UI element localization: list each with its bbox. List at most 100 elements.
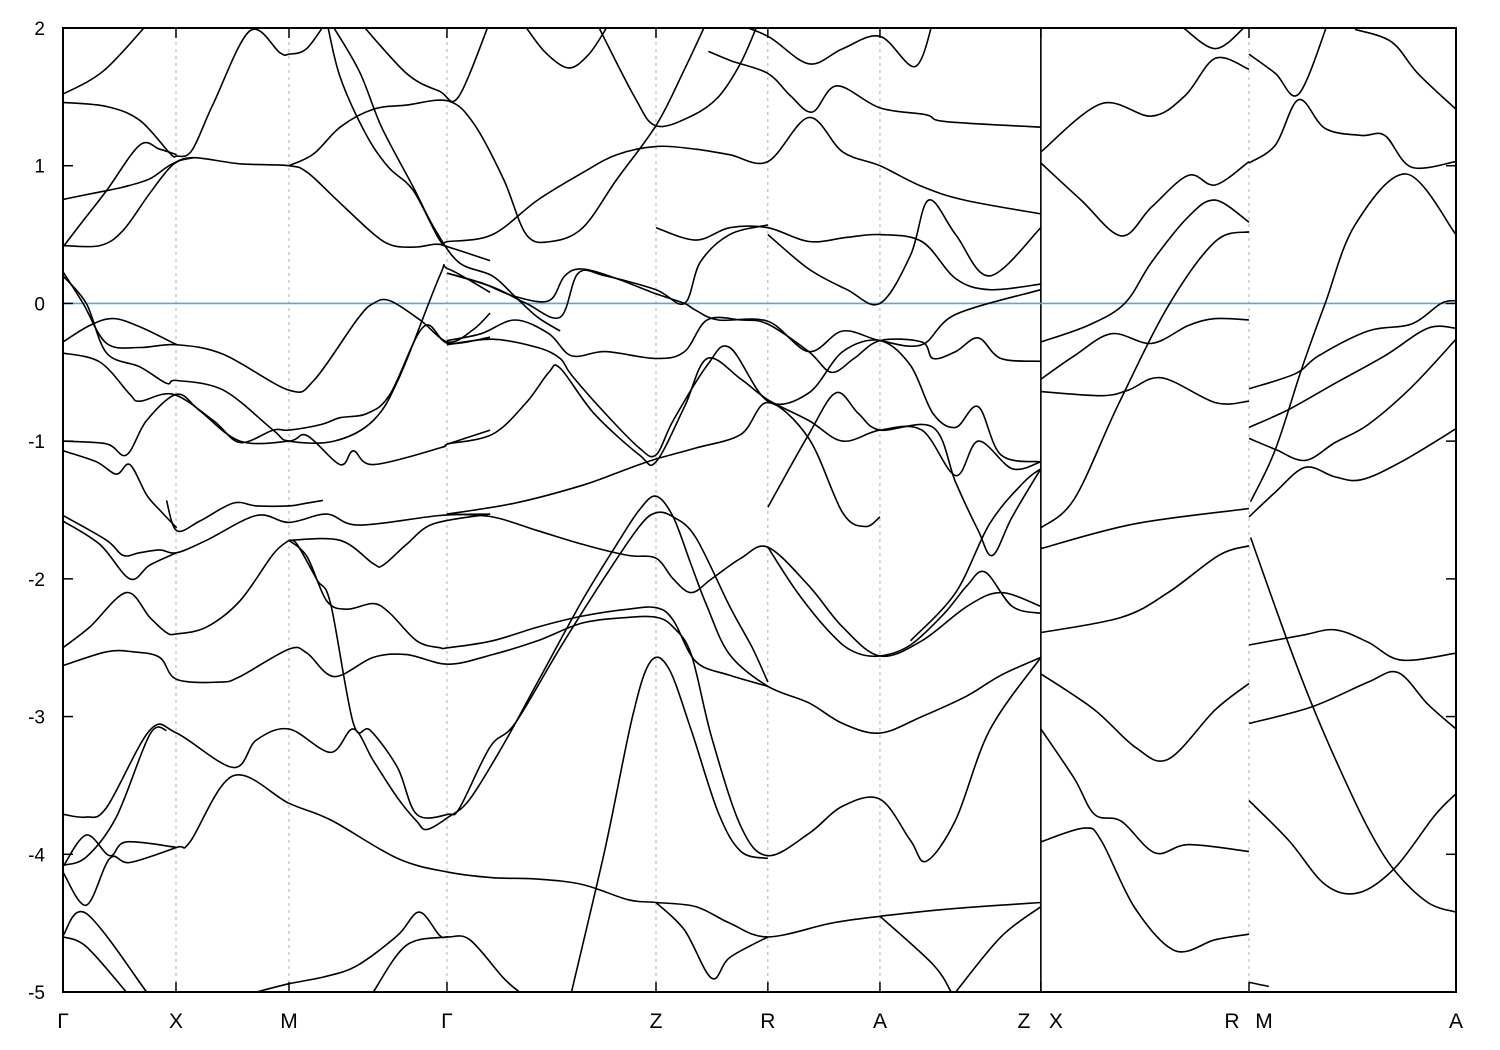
band-27 bbox=[63, 910, 148, 992]
band-16 bbox=[63, 520, 178, 581]
band-70 bbox=[1248, 428, 1456, 518]
band-48 bbox=[525, 28, 608, 69]
band-53 bbox=[1040, 160, 1250, 237]
kpoint-label: Z bbox=[1017, 1010, 1030, 1033]
band-31 bbox=[570, 656, 769, 992]
band-65 bbox=[1354, 28, 1456, 110]
band-24 bbox=[63, 726, 167, 867]
band-47 bbox=[598, 28, 758, 128]
axes-frame bbox=[62, 27, 1457, 993]
kpoint-gridlines bbox=[175, 28, 1250, 992]
band-34 bbox=[955, 905, 1042, 992]
band-73 bbox=[1248, 670, 1456, 730]
band-0 bbox=[63, 28, 145, 95]
band-44 bbox=[446, 224, 769, 320]
band-40 bbox=[446, 356, 1042, 477]
band-68 bbox=[1248, 325, 1456, 429]
band-61 bbox=[1040, 728, 1250, 855]
band-71 bbox=[1249, 537, 1456, 913]
band-57 bbox=[1040, 231, 1250, 529]
band-69 bbox=[1248, 338, 1456, 462]
band-36 bbox=[767, 546, 1042, 658]
band-11 bbox=[63, 317, 178, 346]
band-75 bbox=[1248, 981, 1270, 988]
band-9 bbox=[63, 271, 491, 393]
band-28 bbox=[63, 936, 127, 992]
band-5 bbox=[288, 28, 705, 244]
band-18 bbox=[288, 513, 491, 568]
band-38 bbox=[446, 401, 881, 528]
kpoint-label: Γ bbox=[441, 1010, 453, 1033]
band-56 bbox=[1040, 376, 1250, 405]
band-2 bbox=[63, 156, 491, 262]
band-26 bbox=[63, 834, 177, 868]
kpoint-label: M bbox=[1255, 1010, 1273, 1033]
y-tick-label: 2 bbox=[34, 19, 45, 40]
band-49 bbox=[708, 50, 1041, 128]
y-tick-label: -1 bbox=[28, 432, 45, 453]
band-23 bbox=[63, 495, 1042, 831]
band-1 bbox=[63, 28, 324, 158]
band-21 bbox=[63, 615, 1042, 863]
y-tick-label: 0 bbox=[34, 294, 45, 315]
kpoint-label: X bbox=[169, 1010, 183, 1033]
band-10 bbox=[63, 263, 491, 444]
band-37 bbox=[909, 468, 1042, 642]
y-tick-label: 1 bbox=[34, 157, 45, 178]
bands bbox=[63, 28, 1456, 992]
band-51 bbox=[1040, 56, 1250, 153]
y-tick-label: -2 bbox=[28, 570, 45, 591]
band-66 bbox=[1248, 299, 1456, 390]
band-14 bbox=[63, 450, 178, 529]
band-63 bbox=[1248, 28, 1327, 97]
kpoint-label: A bbox=[1449, 1010, 1463, 1033]
band-43 bbox=[446, 268, 1042, 353]
band-64 bbox=[1248, 98, 1456, 170]
plot-frame bbox=[62, 27, 1457, 993]
band-67 bbox=[1249, 173, 1456, 503]
y-tick-label: -5 bbox=[28, 983, 45, 1004]
band-42 bbox=[446, 316, 1041, 374]
kpoint-label: R bbox=[1224, 1010, 1239, 1033]
band-54 bbox=[1040, 199, 1250, 343]
band-15 bbox=[63, 513, 491, 557]
band-6 bbox=[327, 28, 1042, 246]
kpoint-label: Z bbox=[650, 1010, 663, 1033]
band-41 bbox=[446, 338, 1042, 463]
band-46 bbox=[767, 199, 1042, 306]
band-33 bbox=[879, 915, 952, 992]
band-17 bbox=[165, 499, 324, 533]
band-39 bbox=[767, 391, 1042, 557]
band-4 bbox=[63, 156, 194, 248]
y-tick-label: -3 bbox=[28, 708, 45, 729]
kpoint-label: R bbox=[760, 1010, 775, 1033]
band-29 bbox=[256, 911, 521, 992]
band-25 bbox=[63, 774, 1041, 938]
y-tick-label: -4 bbox=[28, 845, 45, 866]
band-20 bbox=[63, 539, 290, 649]
band-12 bbox=[63, 324, 491, 444]
y-axis-ticks: -5 -4 -3 -2 -1 0 1 2 bbox=[28, 19, 1456, 1004]
band-30 bbox=[372, 936, 449, 992]
band-58 bbox=[1040, 507, 1250, 550]
band-55 bbox=[1040, 317, 1250, 380]
band-8 bbox=[364, 28, 489, 103]
band-74 bbox=[1248, 793, 1456, 895]
band-60 bbox=[1040, 673, 1250, 762]
band-35 bbox=[446, 513, 1042, 658]
kpoint-label: X bbox=[1049, 1010, 1063, 1033]
band-52 bbox=[1182, 28, 1245, 50]
band-3 bbox=[63, 141, 177, 248]
band-59 bbox=[1040, 545, 1250, 634]
kpoint-label: A bbox=[873, 1010, 887, 1033]
band-45 bbox=[655, 225, 1041, 291]
band-19 bbox=[288, 539, 769, 688]
band-13 bbox=[63, 393, 491, 466]
band-32 bbox=[655, 901, 769, 980]
band-22 bbox=[288, 511, 769, 819]
kpoint-label: M bbox=[280, 1010, 298, 1033]
band-7 bbox=[333, 28, 561, 332]
kpoint-label: Γ bbox=[57, 1010, 69, 1033]
